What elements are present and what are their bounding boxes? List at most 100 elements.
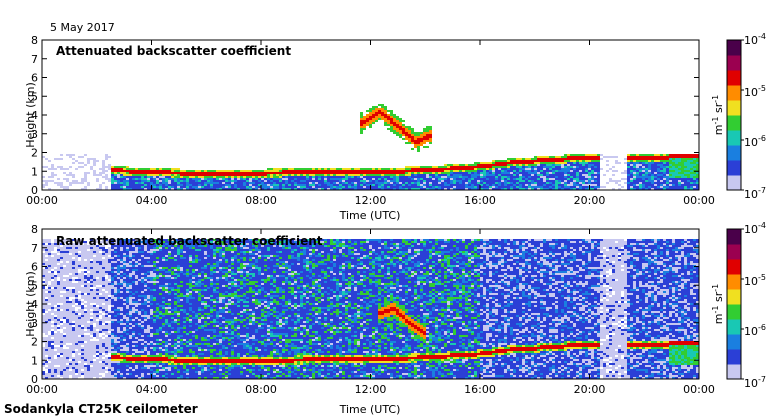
heatmap-cell (321, 176, 324, 178)
heatmap-cell (282, 176, 285, 178)
heatmap-cell (105, 263, 108, 265)
heatmap-cell (90, 279, 93, 281)
heatmap-cell (126, 323, 129, 325)
heatmap-cell (141, 184, 144, 186)
heatmap-cell (369, 108, 372, 110)
heatmap-cell (672, 158, 675, 160)
heatmap-cell (657, 184, 660, 186)
heatmap-cell (696, 174, 699, 176)
heatmap-cell (114, 180, 117, 182)
heatmap-cell (96, 313, 99, 315)
heatmap-cell (54, 321, 57, 323)
heatmap-cell (63, 307, 66, 309)
heatmap-cell (78, 369, 81, 371)
heatmap-cell (375, 168, 378, 170)
heatmap-cell (408, 166, 411, 168)
heatmap-cell (69, 265, 72, 267)
heatmap-cell (102, 349, 105, 351)
heatmap-cell (687, 182, 690, 184)
heatmap-cell (270, 168, 273, 170)
heatmap-cell (126, 325, 129, 327)
heatmap-cell (435, 172, 438, 174)
heatmap-cell (528, 166, 531, 168)
heatmap-cell (60, 365, 63, 367)
heatmap-cell (669, 154, 672, 156)
heatmap-cell (513, 174, 516, 176)
heatmap-cell (345, 186, 348, 188)
heatmap-cell (78, 359, 81, 361)
heatmap-cell (627, 156, 630, 158)
heatmap-cell (249, 178, 252, 180)
heatmap-cell (69, 315, 72, 317)
heatmap-cell (378, 104, 381, 106)
heatmap-cell (288, 188, 291, 190)
heatmap-cell (423, 166, 426, 168)
heatmap-cell (63, 377, 66, 379)
heatmap-cell (381, 114, 384, 116)
heatmap-cell (123, 277, 126, 279)
heatmap-cell (114, 287, 117, 289)
heatmap-cell (447, 184, 450, 186)
heatmap-cell (63, 357, 66, 359)
heatmap-cell (567, 178, 570, 180)
heatmap-cell (132, 331, 135, 333)
heatmap-cell (369, 126, 372, 128)
heatmap-cell (630, 158, 633, 160)
heatmap-cell (132, 279, 135, 281)
heatmap-cell (681, 164, 684, 166)
heatmap-cell (360, 168, 363, 170)
heatmap-cell (168, 182, 171, 184)
heatmap-cell (93, 170, 96, 172)
heatmap-cell (48, 347, 51, 349)
heatmap-cell (498, 178, 501, 180)
heatmap-cell (672, 182, 675, 184)
heatmap-cell (54, 361, 57, 363)
heatmap-cell (78, 333, 81, 335)
heatmap-cell (480, 184, 483, 186)
heatmap-cell (63, 303, 66, 305)
heatmap-cell (96, 299, 99, 301)
heatmap-cell (537, 156, 540, 158)
heatmap-cell (411, 186, 414, 188)
heatmap-cell (453, 178, 456, 180)
heatmap-cell (123, 347, 126, 349)
heatmap-cell (129, 277, 132, 279)
heatmap-cell (81, 162, 84, 164)
heatmap-cell (114, 317, 117, 319)
heatmap-cell (60, 279, 63, 281)
heatmap-cell (402, 184, 405, 186)
y-tick-label: 5 (31, 90, 38, 103)
heatmap-cell (120, 267, 123, 269)
heatmap-cell (672, 172, 675, 174)
heatmap-cell (354, 172, 357, 174)
heatmap-cell (102, 361, 105, 363)
heatmap-cell (117, 313, 120, 315)
heatmap-cell (582, 156, 585, 158)
heatmap-cell (420, 168, 423, 170)
heatmap-cell (375, 112, 378, 114)
heatmap-cell (141, 267, 144, 269)
heatmap-cell (612, 174, 615, 176)
heatmap-cell (66, 325, 69, 327)
heatmap-cell (57, 295, 60, 297)
heatmap-cell (558, 166, 561, 168)
heatmap-cell (90, 369, 93, 371)
heatmap-cell (669, 184, 672, 186)
heatmap-cell (174, 188, 177, 190)
heatmap-cell (156, 174, 159, 176)
heatmap-cell (66, 255, 69, 257)
heatmap-cell (123, 349, 126, 351)
heatmap-cell (126, 176, 129, 178)
heatmap-cell (66, 315, 69, 317)
heatmap-cell (336, 188, 339, 190)
heatmap-cell (138, 297, 141, 299)
heatmap-cell (138, 178, 141, 180)
heatmap-cell (531, 186, 534, 188)
heatmap-cell (99, 305, 102, 307)
heatmap-cell (567, 182, 570, 184)
heatmap-cell (558, 182, 561, 184)
heatmap-cell (567, 174, 570, 176)
heatmap-cell (129, 357, 132, 359)
heatmap-cell (465, 182, 468, 184)
heatmap-cell (378, 110, 381, 112)
